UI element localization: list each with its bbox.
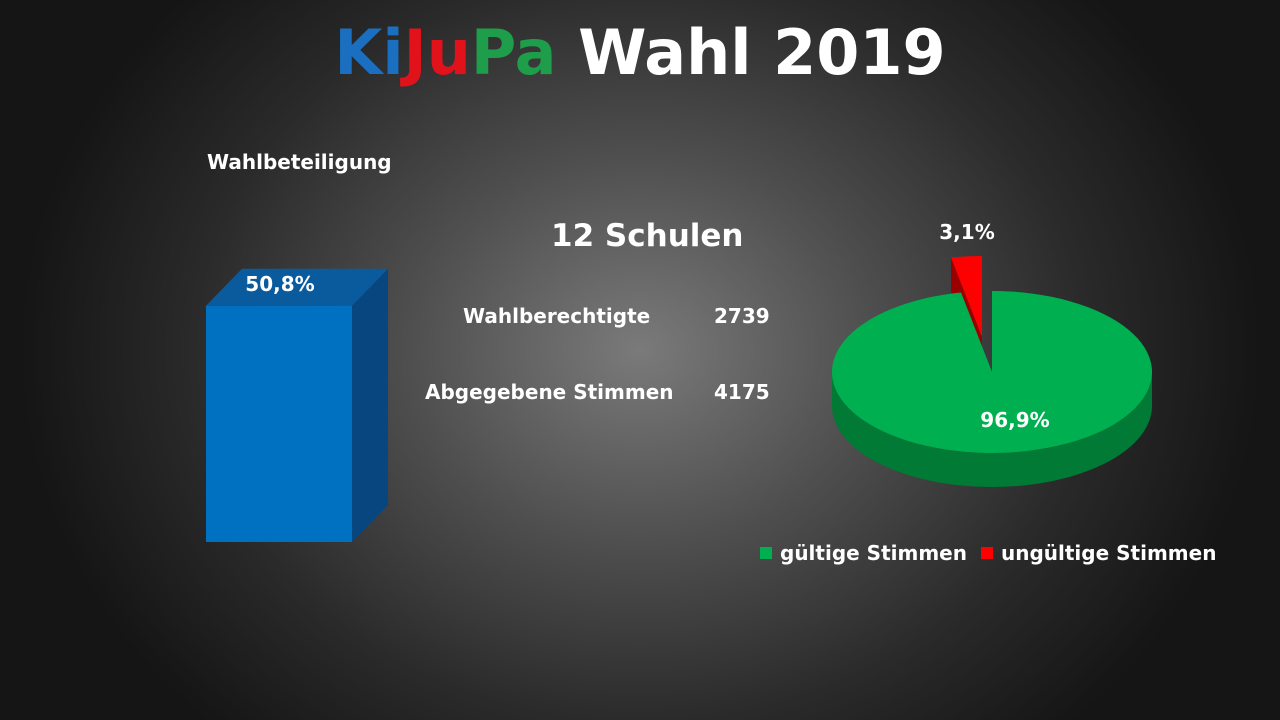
title-ki: Ki	[334, 16, 404, 89]
eligible-voters-label: Wahlberechtigte	[463, 304, 651, 328]
bar-side-face	[352, 268, 388, 542]
pie-slice-invalid	[951, 256, 982, 337]
pie-data-label-invalid: 3,1%	[939, 220, 994, 244]
eligible-voters-value: 2739	[714, 304, 770, 328]
legend-label-valid: gültige Stimmen	[780, 541, 967, 565]
pie-slice-valid	[832, 291, 1153, 454]
legend-swatch-invalid	[980, 547, 993, 559]
legend-swatch-valid	[760, 547, 772, 559]
title-wahl: Wahl 2019	[578, 16, 946, 89]
pie-legend: gültige Stimmen ungültige Stimmen	[760, 541, 1230, 565]
legend-label-invalid: ungültige Stimmen	[1000, 541, 1217, 565]
title-ju: Ju	[403, 16, 471, 89]
schools-count: 12 Schulen	[551, 218, 744, 254]
bar-data-label: 50,8%	[245, 272, 314, 296]
legend-item-invalid: ungültige Stimmen	[980, 541, 1217, 565]
bar-top-face	[206, 268, 388, 306]
votes-cast-label: Abgegebene Stimmen	[425, 380, 674, 404]
title-pa: Pa	[470, 16, 557, 89]
pie-data-label-valid: 96,9%	[980, 408, 1049, 432]
bar-front-face	[206, 305, 352, 542]
page-title: KiJuPa Wahl 2019	[0, 16, 1280, 89]
pie-slice-valid-side	[832, 372, 1152, 487]
votes-cast-value: 4175	[714, 380, 770, 404]
bar-chart-title: Wahlbeteiligung	[207, 150, 392, 174]
legend-item-valid: gültige Stimmen	[760, 541, 967, 565]
